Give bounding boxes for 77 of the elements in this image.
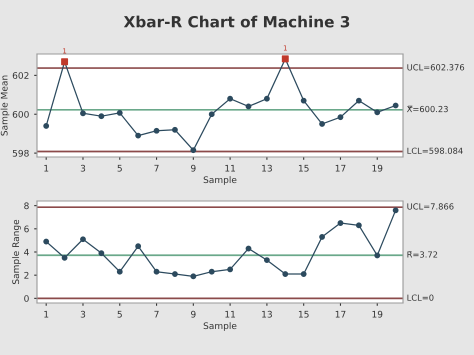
point — [190, 273, 196, 280]
x-tick-label: 3 — [80, 310, 86, 318]
point — [135, 243, 142, 250]
point — [300, 271, 307, 277]
x-tick-label: 1 — [44, 164, 48, 172]
y-tick-label: 602 — [12, 72, 28, 79]
x-tick-label: 9 — [191, 310, 196, 318]
point — [356, 98, 362, 104]
point — [172, 126, 178, 133]
point — [392, 207, 399, 214]
point — [62, 254, 68, 261]
x-tick-label: 11 — [225, 164, 236, 172]
point — [98, 250, 104, 256]
point — [190, 147, 196, 154]
x-tick-label: 15 — [298, 164, 309, 172]
x-tick-label: 17 — [336, 164, 346, 172]
point — [80, 110, 86, 116]
point — [227, 96, 234, 102]
y-axis-title: Sample Mean — [0, 76, 10, 136]
point — [154, 268, 160, 275]
point — [374, 109, 380, 116]
y-tick-label: 4 — [24, 248, 29, 256]
point — [43, 238, 50, 244]
point — [374, 252, 380, 258]
point — [264, 96, 270, 102]
x-tick-label: 11 — [225, 310, 236, 318]
x-tick-label: 7 — [154, 310, 159, 318]
x-tick-label: 9 — [191, 164, 196, 172]
ref-line-label: R̄=3.72 — [407, 251, 438, 258]
x-tick-label: 15 — [298, 310, 309, 318]
point — [208, 268, 215, 275]
x-axis-title: Sample — [204, 322, 236, 331]
x-tick-label: 1 — [44, 310, 48, 318]
point — [98, 113, 104, 120]
x-axis-title: Sample — [204, 176, 236, 185]
x-tick-label: 19 — [372, 310, 382, 318]
point — [264, 257, 270, 264]
y-tick-label: 0 — [24, 295, 29, 302]
y-axis-title: Sample Range — [12, 220, 21, 284]
point — [319, 121, 325, 127]
point — [338, 220, 344, 226]
point — [392, 102, 399, 108]
point — [246, 104, 252, 110]
ref-line-label: X̿=600.23 — [406, 106, 448, 112]
ref-line-label: UCL=7.866 — [407, 203, 454, 210]
point — [282, 271, 288, 277]
point — [154, 128, 160, 134]
point — [227, 266, 234, 272]
ref-line-label: UCL=602.376 — [407, 64, 464, 70]
point — [116, 110, 123, 116]
x-tick-label: 5 — [118, 310, 122, 318]
point — [135, 132, 142, 139]
y-tick-label: 598 — [12, 150, 29, 157]
point — [356, 222, 362, 228]
point — [116, 268, 123, 275]
point — [80, 236, 86, 242]
x-tick-label: 17 — [336, 310, 346, 318]
y-tick-label: 2 — [24, 272, 28, 279]
point — [300, 98, 307, 104]
point — [246, 246, 252, 252]
x-tick-label: 7 — [154, 164, 159, 172]
y-tick-label: 8 — [24, 202, 29, 210]
point — [338, 114, 344, 120]
ref-line-label: LCL=0 — [407, 294, 434, 301]
x-tick-label: 3 — [80, 164, 86, 172]
x-tick-label: 13 — [262, 310, 272, 318]
point — [208, 111, 215, 118]
ref-line-label: LCL=598.084 — [407, 148, 463, 154]
chart-title: Xbar-R Chart of Machine 3 — [124, 16, 350, 28]
x-tick-label: 5 — [118, 164, 122, 172]
x-tick-label: 19 — [372, 164, 382, 172]
y-tick-label: 600 — [12, 110, 29, 118]
x-tick-label: 13 — [262, 164, 272, 172]
point — [172, 271, 178, 277]
point — [43, 122, 50, 129]
y-tick-label: 6 — [24, 226, 29, 232]
point — [319, 234, 325, 240]
